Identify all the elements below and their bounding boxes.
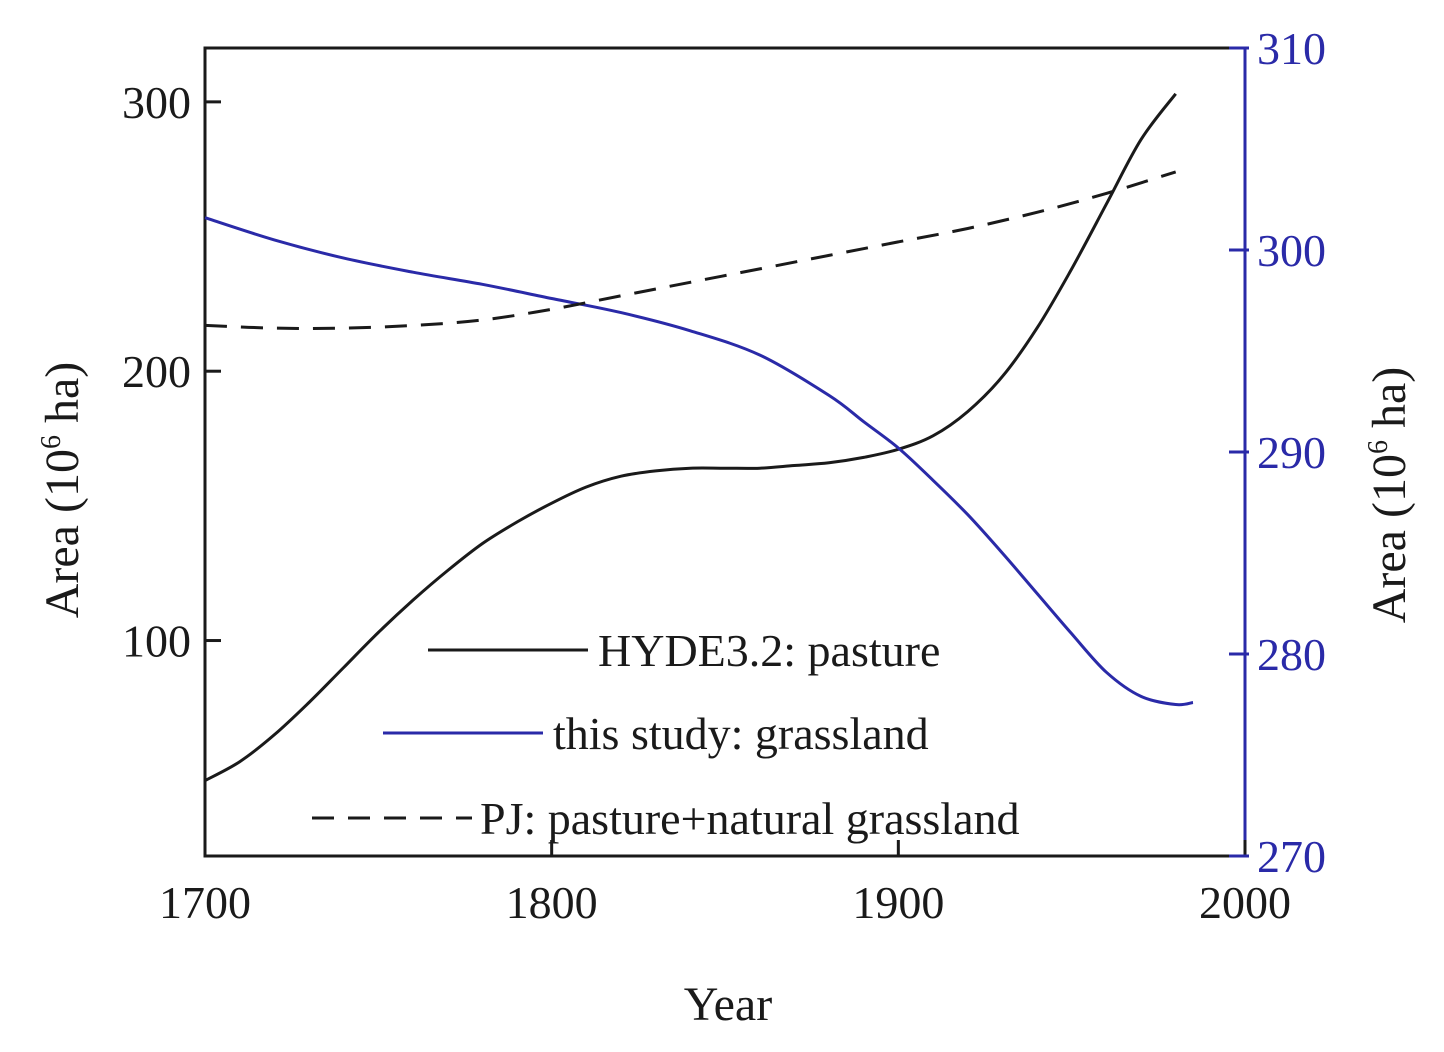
x-tick-label: 1700 [159,877,251,928]
y-right-tick-label: 290 [1257,427,1326,478]
legend-label-study: this study: grassland [553,708,929,759]
x-axis-title: Year [684,978,772,1031]
y-left-tick-label: 200 [122,346,191,397]
y-left-tick-label: 100 [122,616,191,667]
y-right-tick-label: 310 [1257,23,1326,74]
legend: HYDE3.2: pasture this study: grassland P… [312,625,1020,844]
x-tick-label: 2000 [1199,877,1291,928]
x-tick-label: 1800 [506,877,598,928]
legend-label-hyde: HYDE3.2: pasture [598,625,940,676]
y-axis-left-title: Area (106 ha) [36,362,89,619]
y-axis-right-ticks: 270 280 290 300 310 [1229,23,1326,882]
y-right-tick-label: 280 [1257,629,1326,680]
x-axis-ticks: 1700 1800 1900 2000 [159,840,1291,928]
x-tick-label: 1900 [852,877,944,928]
y-axis-right-title: Area (106 ha) [1363,367,1416,624]
y-right-tick-label: 270 [1257,831,1326,882]
series-line-hyde-pasture [204,92,1177,782]
series-line-this-study-grassland [204,216,1194,707]
legend-label-pj: PJ: pasture+natural grassland [480,793,1020,844]
series-line-pj-pasture-natural-grassland [204,170,1177,330]
y-left-tick-label: 300 [122,77,191,128]
y-right-tick-label: 300 [1257,225,1326,276]
y-axis-left-ticks: 100 200 300 [122,77,221,667]
series-layer [204,92,1194,782]
